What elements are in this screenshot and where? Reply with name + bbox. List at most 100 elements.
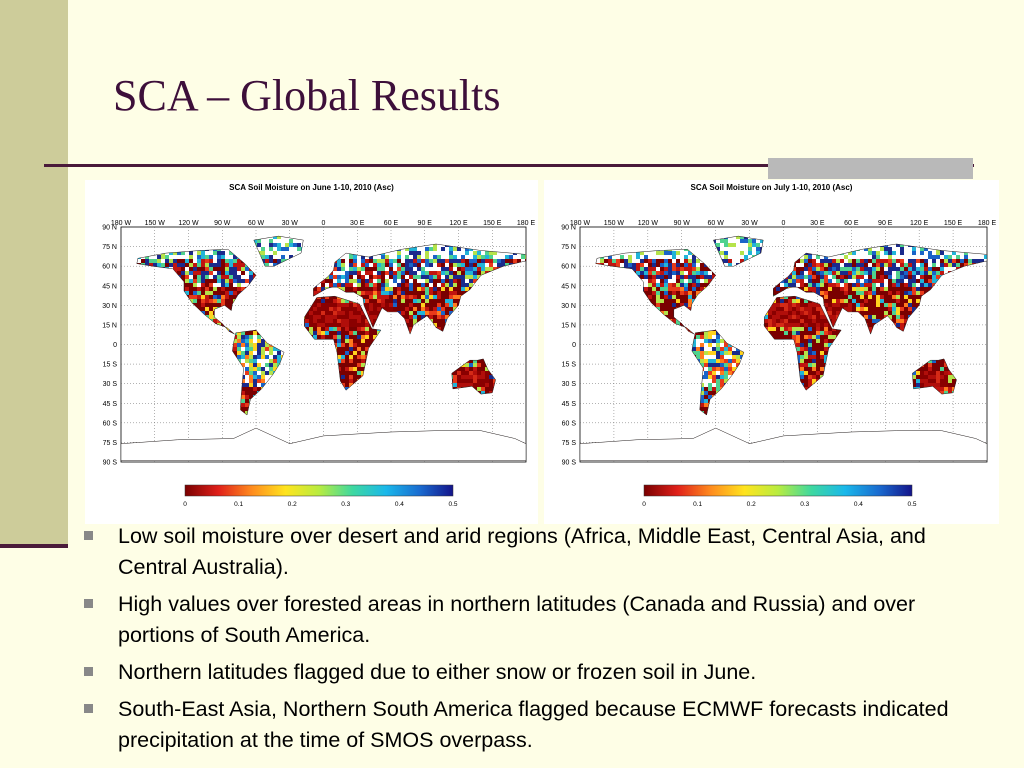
map-lon-tick-label: 120 W <box>638 220 659 227</box>
left-side-band <box>0 0 68 546</box>
slide-title: SCA – Global Results <box>113 71 501 120</box>
map-lat-tick-label: 60 N <box>561 264 576 271</box>
title-underline <box>44 164 974 167</box>
map-lon-tick-label: 30 E <box>810 220 825 227</box>
continent-outline-greenland <box>713 235 764 267</box>
map-lon-tick-label: 90 W <box>674 220 691 227</box>
continent-outline-north-america <box>595 248 717 335</box>
soil-moisture-map-june: SCA Soil Moisture on June 1-10, 2010 (As… <box>85 180 538 524</box>
colorbar-tick-label: 0.2 <box>747 501 756 508</box>
left-side-rule <box>0 544 68 548</box>
map-lon-tick-label: 180 E <box>978 220 997 227</box>
bullet-text: South-East Asia, Northern South America … <box>118 697 949 752</box>
map-lat-tick-label: 75 N <box>561 244 576 251</box>
bullet-square-icon <box>84 599 93 608</box>
colorbar-tick-label: 0.3 <box>800 501 809 508</box>
map-lon-tick-label: 0 <box>322 220 326 227</box>
map-lat-tick-label: 30 N <box>561 303 576 310</box>
map-lon-tick-label: 90 E <box>878 220 893 227</box>
continent-outline-south-america <box>232 329 285 416</box>
map-lat-tick-label: 45 S <box>562 401 577 408</box>
map-lat-tick-label: 0 <box>572 342 576 349</box>
map-lat-tick-label: 30 S <box>103 381 118 388</box>
colorbar-tick-label: 0.4 <box>854 501 863 508</box>
map-lon-tick-label: 120 W <box>178 220 199 227</box>
continent-outline-south-america <box>691 329 745 416</box>
continent-outline-antarctica <box>120 427 527 461</box>
map-lon-tick-label: 0 <box>782 220 786 227</box>
continent-outline-north-america <box>136 248 257 335</box>
colorbar-tick-label: 0.4 <box>395 501 404 508</box>
map-lat-tick-label: 90 S <box>562 460 577 467</box>
map-lon-tick-label: 60 E <box>384 220 399 227</box>
map-lat-tick-label: 45 S <box>103 401 118 408</box>
map-lat-tick-label: 60 S <box>562 420 577 427</box>
continent-outline-africa <box>304 295 382 391</box>
map-lat-tick-label: 15 N <box>561 322 576 329</box>
map-lat-tick-label: 15 N <box>102 322 117 329</box>
map-lat-tick-label: 15 S <box>562 362 577 369</box>
bullet-square-icon <box>84 704 93 713</box>
map-lon-tick-label: 60 W <box>707 220 724 227</box>
colorbar <box>643 484 913 497</box>
map-lon-tick-label: 150 W <box>604 220 625 227</box>
colorbar-tick-label: 0 <box>183 501 187 508</box>
continent-outline-australia <box>912 358 957 395</box>
map-lon-tick-label: 60 W <box>248 220 265 227</box>
map-lon-tick-label: 30 E <box>350 220 365 227</box>
map-title: SCA Soil Moisture on July 1-10, 2010 (As… <box>691 183 853 192</box>
map-lon-tick-label: 30 W <box>282 220 299 227</box>
map-lat-tick-label: 30 N <box>102 303 117 310</box>
map-lat-tick-label: 15 S <box>103 362 118 369</box>
bullet-item: Low soil moisture over desert and arid r… <box>82 521 987 583</box>
map-lon-tick-label: 150 W <box>145 220 166 227</box>
map-figure: SCA Soil Moisture on June 1-10, 2010 (As… <box>102 183 536 508</box>
continent-outline-antarctica <box>579 427 988 461</box>
colorbar-tick-label: 0.5 <box>448 501 457 508</box>
colorbar <box>184 484 454 497</box>
bullet-item: South-East Asia, Northern South America … <box>82 694 987 756</box>
map-lat-tick-label: 60 S <box>103 420 118 427</box>
map-lon-tick-label: 60 E <box>844 220 859 227</box>
map-lat-tick-label: 75 S <box>562 440 577 447</box>
map-figure: SCA Soil Moisture on July 1-10, 2010 (As… <box>561 183 997 508</box>
map-lat-tick-label: 45 N <box>102 283 117 290</box>
colorbar-tick-label: 0 <box>642 501 646 508</box>
continent-outline-africa <box>764 295 842 391</box>
bullet-item: Northern latitudes flagged due to either… <box>82 657 987 688</box>
bullet-text: Low soil moisture over desert and arid r… <box>118 524 926 579</box>
title-accent-block <box>768 158 973 179</box>
soil-moisture-map-july: SCA Soil Moisture on July 1-10, 2010 (As… <box>544 180 999 524</box>
map-lon-tick-label: 90 W <box>214 220 231 227</box>
map-lat-tick-label: 75 N <box>102 244 117 251</box>
bullet-text: High values over forested areas in north… <box>118 592 916 647</box>
bullet-square-icon <box>84 531 93 540</box>
bullet-text: Northern latitudes flagged due to either… <box>118 660 757 684</box>
colorbar-tick-label: 0.2 <box>288 501 297 508</box>
bullet-item: High values over forested areas in north… <box>82 589 987 651</box>
map-lon-tick-label: 180 W <box>111 220 132 227</box>
map-title: SCA Soil Moisture on June 1-10, 2010 (As… <box>229 183 394 192</box>
continent-outline-greenland <box>253 235 304 267</box>
map-lat-tick-label: 0 <box>113 342 117 349</box>
continent-outline-australia <box>451 358 496 395</box>
colorbar-tick-label: 0.5 <box>907 501 916 508</box>
continent-outline-eurasia <box>773 243 988 335</box>
map-lat-tick-label: 90 S <box>103 460 118 467</box>
map-lon-tick-label: 150 E <box>944 220 963 227</box>
bullet-list: Low soil moisture over desert and arid r… <box>82 521 987 762</box>
map-lon-tick-label: 180 E <box>517 220 536 227</box>
colorbar-tick-label: 0.1 <box>234 501 243 508</box>
map-lon-tick-label: 30 W <box>741 220 758 227</box>
map-lat-tick-label: 30 S <box>562 381 577 388</box>
map-lon-tick-label: 180 W <box>570 220 591 227</box>
map-lat-tick-label: 60 N <box>102 264 117 271</box>
map-lat-tick-label: 45 N <box>561 283 576 290</box>
map-lon-tick-label: 90 E <box>418 220 433 227</box>
map-lon-tick-label: 120 E <box>449 220 468 227</box>
bullet-square-icon <box>84 667 93 676</box>
colorbar-tick-label: 0.3 <box>341 501 350 508</box>
map-lat-tick-label: 75 S <box>103 440 118 447</box>
continent-outline-eurasia <box>313 243 527 335</box>
map-lon-tick-label: 150 E <box>483 220 502 227</box>
